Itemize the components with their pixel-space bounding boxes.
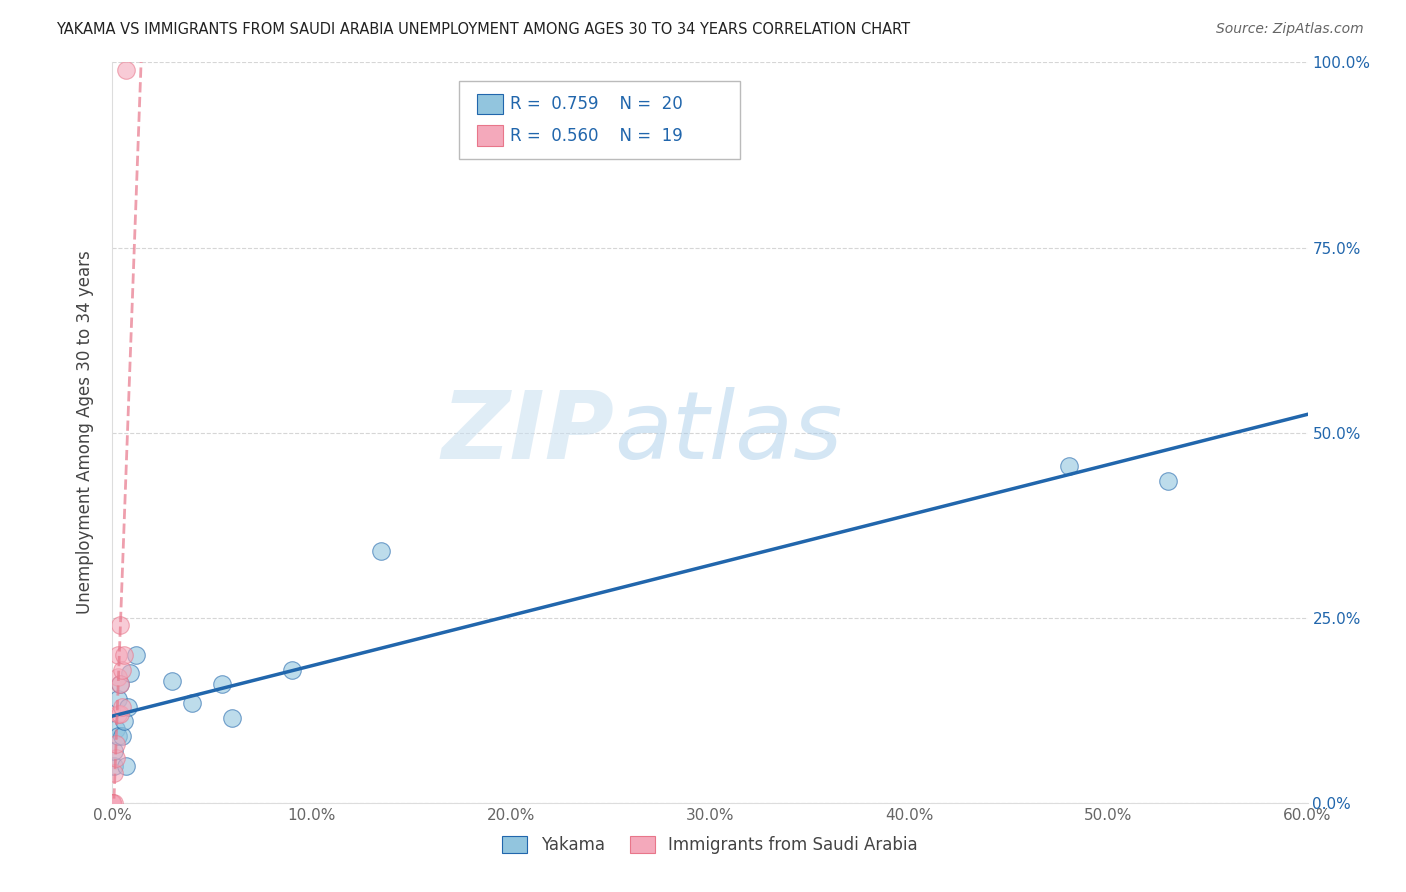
- Point: [162, 673, 183, 688]
- Point: [105, 737, 128, 751]
- Point: [114, 648, 135, 662]
- Point: [110, 677, 132, 691]
- FancyBboxPatch shape: [477, 94, 503, 114]
- Text: YAKAMA VS IMMIGRANTS FROM SAUDI ARABIA UNEMPLOYMENT AMONG AGES 30 TO 34 YEARS CO: YAKAMA VS IMMIGRANTS FROM SAUDI ARABIA U…: [56, 22, 910, 37]
- Point: [105, 751, 128, 765]
- Text: atlas: atlas: [614, 387, 842, 478]
- Point: [107, 729, 129, 743]
- Point: [117, 699, 139, 714]
- Text: Source: ZipAtlas.com: Source: ZipAtlas.com: [1216, 22, 1364, 37]
- FancyBboxPatch shape: [458, 81, 740, 159]
- Point: [1157, 474, 1180, 488]
- Point: [101, 796, 124, 810]
- Point: [211, 677, 233, 691]
- Text: ZIP: ZIP: [441, 386, 614, 479]
- Legend: Yakama, Immigrants from Saudi Arabia: Yakama, Immigrants from Saudi Arabia: [496, 830, 924, 861]
- Text: R =  0.759    N =  20: R = 0.759 N = 20: [510, 95, 683, 113]
- Point: [103, 744, 125, 758]
- Point: [107, 648, 129, 662]
- Point: [115, 62, 138, 77]
- Point: [1057, 458, 1080, 473]
- Point: [103, 796, 125, 810]
- FancyBboxPatch shape: [477, 126, 503, 146]
- Point: [107, 706, 129, 721]
- Text: R =  0.560    N =  19: R = 0.560 N = 19: [510, 127, 683, 145]
- Point: [111, 699, 134, 714]
- Point: [370, 544, 392, 558]
- Point: [281, 663, 304, 677]
- Point: [110, 677, 132, 691]
- Point: [101, 796, 124, 810]
- Point: [111, 663, 134, 677]
- Point: [115, 758, 138, 772]
- Point: [110, 618, 132, 632]
- Point: [110, 706, 132, 721]
- Point: [114, 714, 135, 729]
- Point: [103, 766, 125, 780]
- Point: [107, 692, 129, 706]
- Point: [107, 670, 129, 684]
- Point: [101, 796, 124, 810]
- Point: [125, 648, 148, 662]
- Point: [181, 696, 204, 710]
- Point: [120, 666, 142, 681]
- Point: [221, 711, 243, 725]
- Point: [101, 796, 124, 810]
- Point: [105, 722, 128, 736]
- Point: [111, 729, 134, 743]
- Y-axis label: Unemployment Among Ages 30 to 34 years: Unemployment Among Ages 30 to 34 years: [76, 251, 94, 615]
- Point: [101, 796, 124, 810]
- Point: [103, 758, 125, 772]
